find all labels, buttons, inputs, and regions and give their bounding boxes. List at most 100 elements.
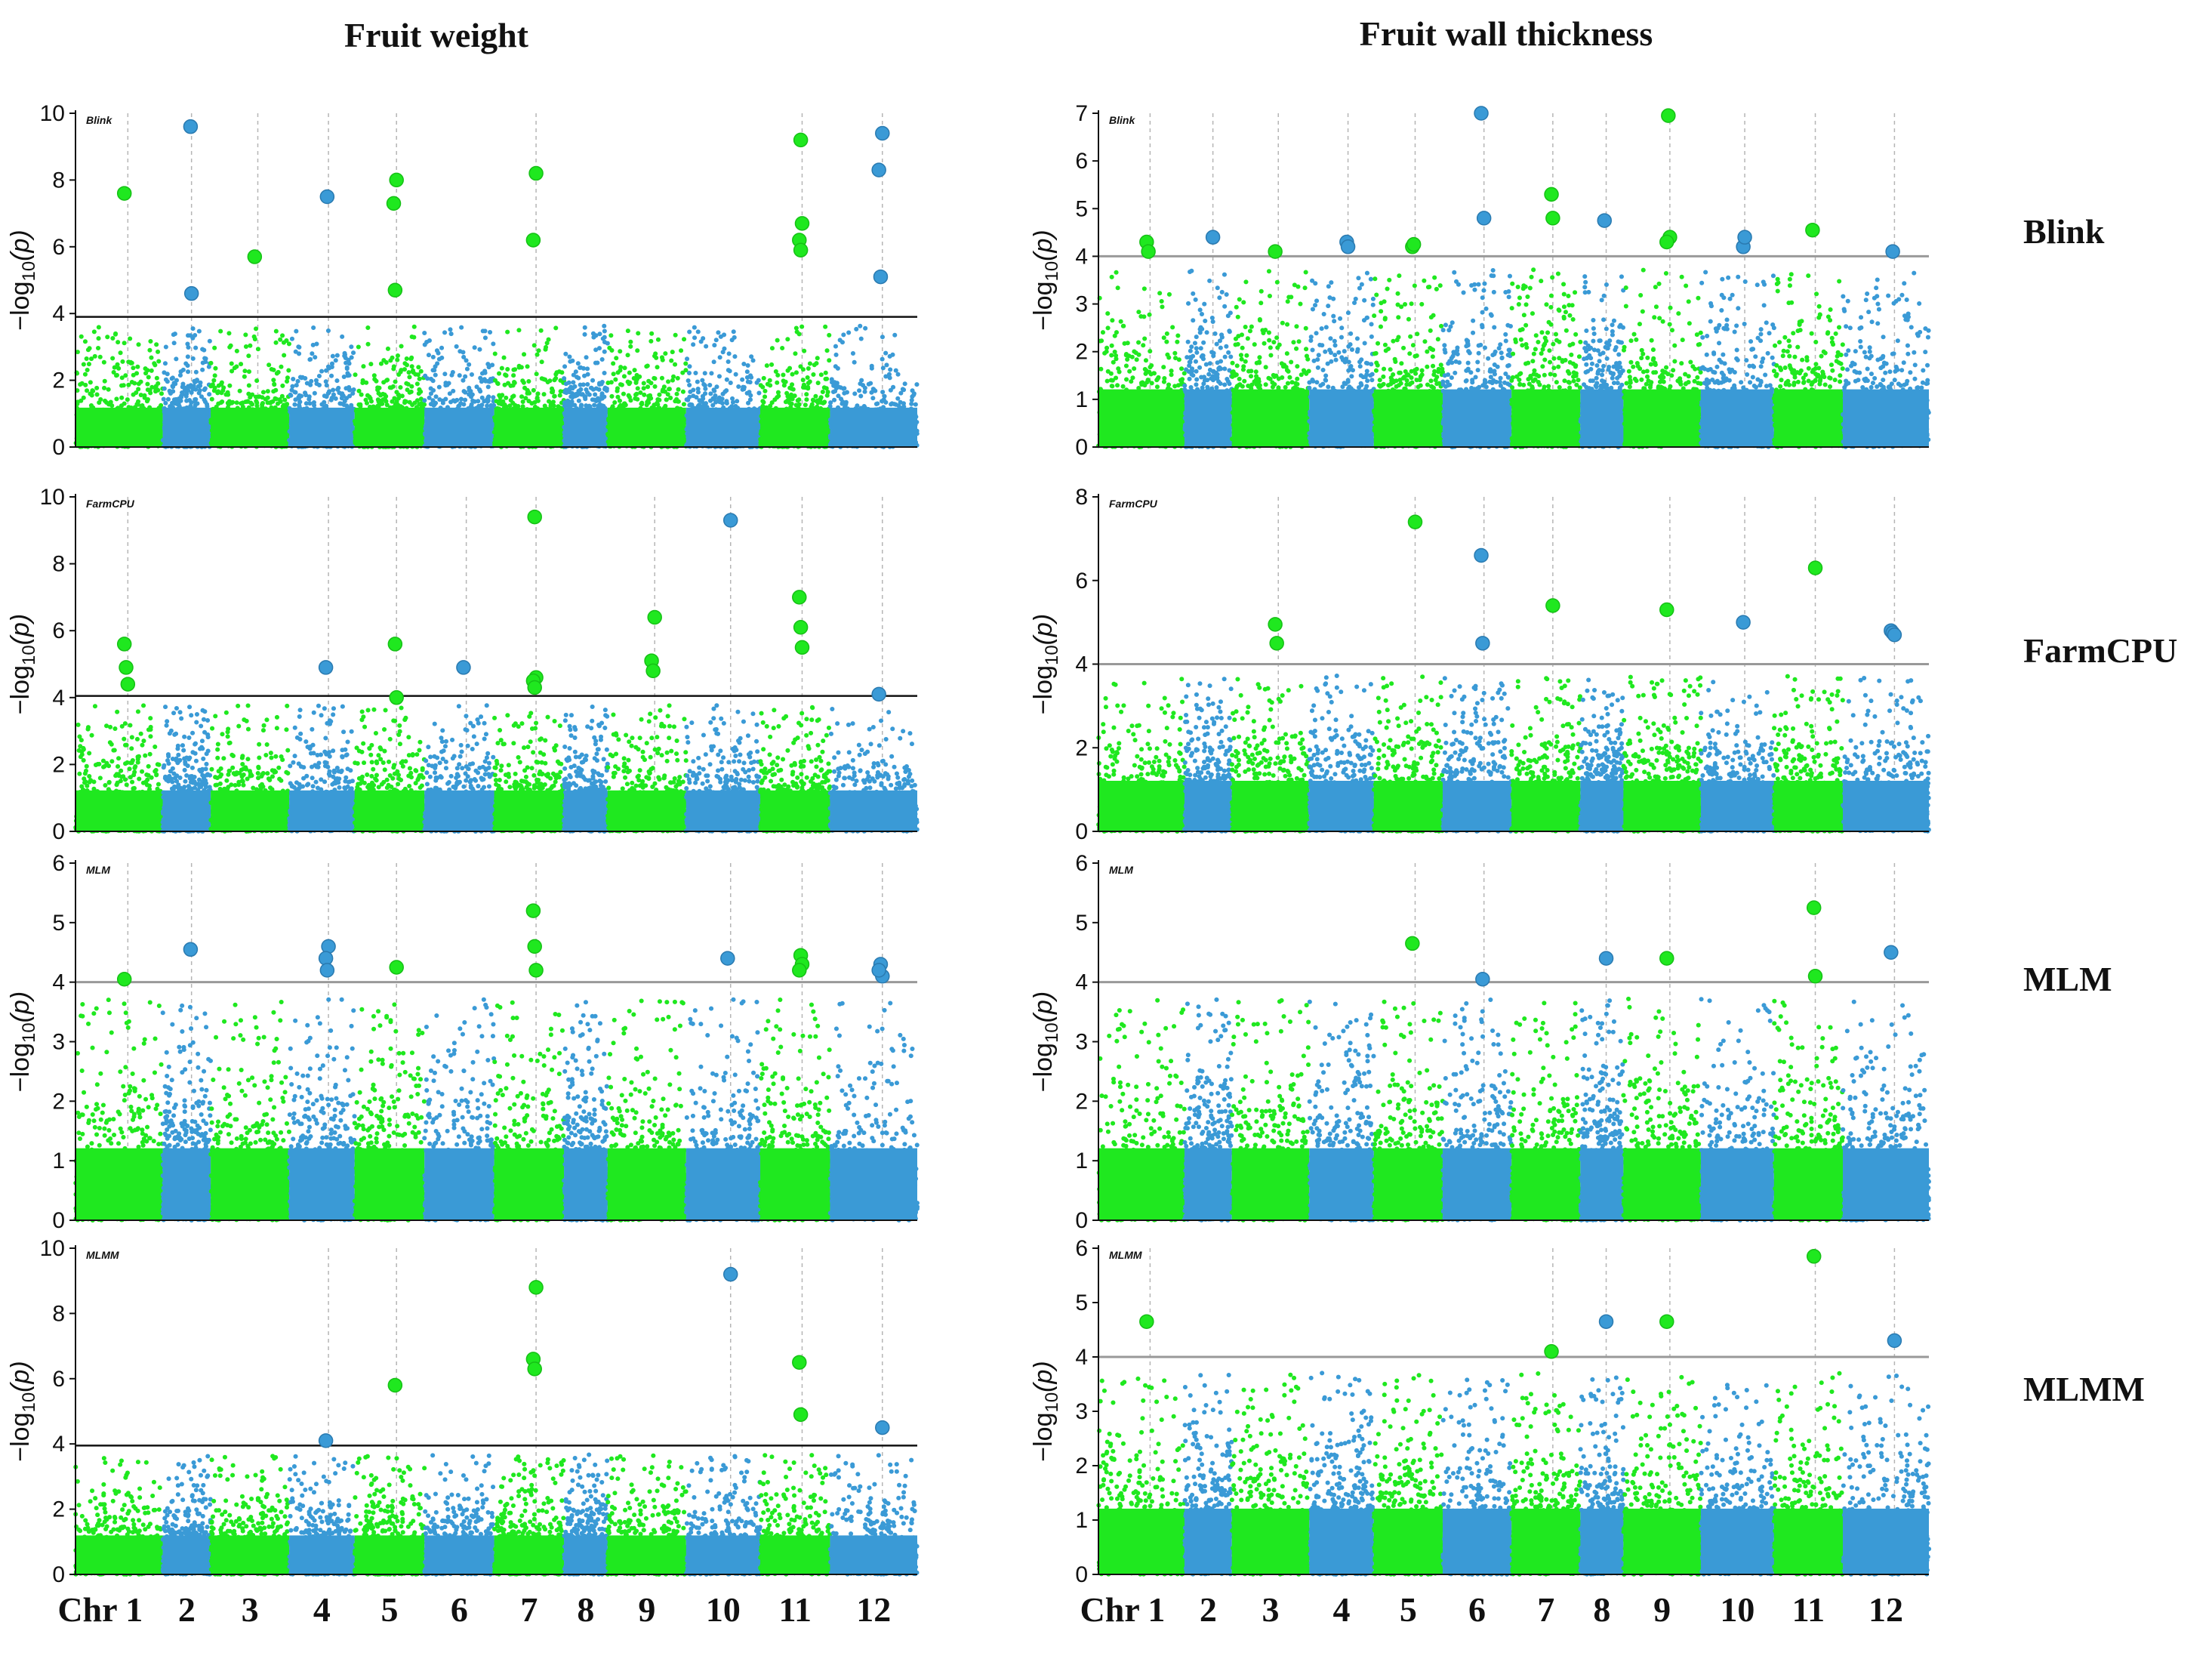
significant-snp-point — [527, 939, 542, 954]
snp-band-chr-7 — [1511, 1148, 1581, 1220]
y-axis-label: −log10(p) — [1029, 991, 1062, 1093]
significant-snp-point — [792, 1355, 807, 1370]
y-tick-label: 2 — [52, 752, 65, 777]
snp-band-chr-7 — [494, 790, 565, 831]
snp-band-chr-9 — [1623, 1508, 1701, 1574]
significant-snp-point — [1474, 547, 1489, 563]
y-tick-label: 2 — [52, 368, 65, 393]
significant-snp-point — [528, 1280, 544, 1295]
snp-band-chr-6 — [1442, 1508, 1512, 1574]
y-tick-label: 6 — [52, 235, 65, 260]
y-tick-label: 10 — [40, 1236, 65, 1261]
y-tick-label: 2 — [52, 1089, 65, 1114]
significant-snp-point — [319, 963, 335, 978]
snp-band-chr-5 — [354, 1148, 425, 1220]
y-tick-label: 0 — [1075, 1208, 1088, 1233]
snp-band-chr-4 — [289, 1535, 355, 1574]
chromosome-label-1: Chr 1 — [1080, 1590, 1166, 1629]
snp-band-chr-12 — [830, 790, 917, 831]
snp-band-chr-12 — [1843, 1148, 1929, 1220]
snp-band-chr-11 — [1773, 1508, 1844, 1574]
snp-band-chr-11 — [760, 407, 830, 447]
method-tag: Blink — [1109, 114, 1135, 126]
row-label-blink: Blink — [2023, 212, 2105, 251]
significant-snp-point — [1407, 514, 1423, 529]
significant-snp-point — [1659, 234, 1674, 250]
snp-band-chr-9 — [607, 1535, 686, 1574]
chromosome-label-12: 12 — [1868, 1590, 1903, 1629]
significant-snp-point — [1544, 1344, 1559, 1359]
snp-band-chr-7 — [494, 407, 565, 447]
chromosome-label-10: 10 — [706, 1590, 741, 1629]
y-axis-label: −log10(p) — [1029, 1361, 1062, 1462]
snp-band-chr-9 — [1623, 389, 1701, 447]
significant-snp-point — [116, 186, 132, 201]
snp-band-chr-7 — [1511, 1508, 1581, 1574]
row-label-mlmm: MLMM — [2023, 1370, 2145, 1408]
significant-snp-point — [1661, 108, 1676, 123]
y-tick-label: 4 — [52, 301, 65, 326]
chromosome-label-9: 9 — [1653, 1590, 1671, 1629]
significant-snp-point — [1598, 1314, 1614, 1329]
chromosome-label-8: 8 — [577, 1590, 594, 1629]
panel-wall-thickness-mlm: 0 1 2 3 4 5 6 MLM −log10(p) — [1029, 851, 1931, 1233]
significant-snp-point — [792, 963, 807, 978]
snp-band-chr-4 — [1309, 780, 1374, 831]
chromosome-label-4: 4 — [1333, 1590, 1351, 1629]
y-tick-label: 3 — [52, 1030, 65, 1055]
panel-fruit-weight-mlm: 0 1 2 3 4 5 6 MLM −log10(p) — [6, 851, 920, 1233]
chromosome-label-8: 8 — [1593, 1590, 1610, 1629]
y-axis-label: −log10(p) — [6, 1361, 39, 1462]
y-tick-label: 6 — [52, 618, 65, 643]
significant-snp-point — [527, 509, 542, 525]
snp-band-chr-12 — [830, 1535, 917, 1574]
significant-snp-point — [1806, 900, 1822, 915]
snp-band-chr-4 — [1309, 1508, 1374, 1574]
panel-fruit-weight-farmcpu: 0 2 4 6 8 10 FarmCPU −log10(p) — [6, 485, 920, 844]
significant-snp-point — [247, 249, 263, 264]
snp-band-chr-12 — [830, 407, 917, 447]
snp-band-chr-8 — [564, 790, 608, 831]
y-tick-label: 5 — [52, 911, 65, 936]
snp-band-chr-10 — [685, 1148, 761, 1220]
snp-band-chr-1 — [1098, 389, 1185, 447]
significant-snp-point — [1737, 230, 1752, 245]
significant-snp-point — [1805, 222, 1820, 238]
significant-snp-point — [793, 1407, 809, 1423]
snp-band-chr-7 — [494, 1148, 565, 1220]
significant-snp-point — [1884, 945, 1899, 960]
chromosome-label-3: 3 — [242, 1590, 259, 1629]
significant-snp-point — [456, 660, 471, 675]
snp-band-chr-5 — [354, 407, 425, 447]
significant-snp-point — [1405, 936, 1420, 951]
significant-snp-point — [793, 620, 809, 635]
snp-band-chr-4 — [289, 790, 355, 831]
y-tick-label: 0 — [1075, 819, 1088, 844]
snp-band-chr-5 — [1373, 1508, 1443, 1574]
chromosome-label-5: 5 — [1400, 1590, 1417, 1629]
snp-band-chr-8 — [1580, 1148, 1624, 1220]
significant-snp-point — [1269, 636, 1284, 651]
title-fruit-wall-thickness: Fruit wall thickness — [1360, 14, 1653, 53]
title-fruit-weight: Fruit weight — [344, 16, 529, 54]
snp-band-chr-8 — [1580, 389, 1624, 447]
significant-snp-point — [1598, 951, 1614, 966]
y-tick-label: 2 — [1075, 340, 1088, 365]
snp-band-chr-7 — [494, 1535, 565, 1574]
y-tick-label: 6 — [52, 851, 65, 876]
panel-wall-thickness-farmcpu: 0 2 4 6 8 FarmCPU −log10(p) — [1029, 485, 1931, 844]
y-tick-label: 0 — [52, 435, 65, 460]
y-tick-label: 7 — [1075, 101, 1088, 126]
chromosome-label-2: 2 — [178, 1590, 196, 1629]
snp-band-chr-3 — [1231, 1508, 1310, 1574]
significant-snp-point — [1141, 244, 1156, 259]
significant-snp-point — [387, 637, 403, 652]
snp-band-chr-2 — [1184, 1508, 1232, 1574]
significant-snp-point — [386, 196, 402, 211]
snp-band-chr-9 — [607, 1148, 686, 1220]
snp-band-chr-6 — [424, 1535, 494, 1574]
y-tick-label: 4 — [52, 970, 65, 995]
snp-band-chr-9 — [607, 790, 686, 831]
chromosome-label-3: 3 — [1262, 1590, 1279, 1629]
